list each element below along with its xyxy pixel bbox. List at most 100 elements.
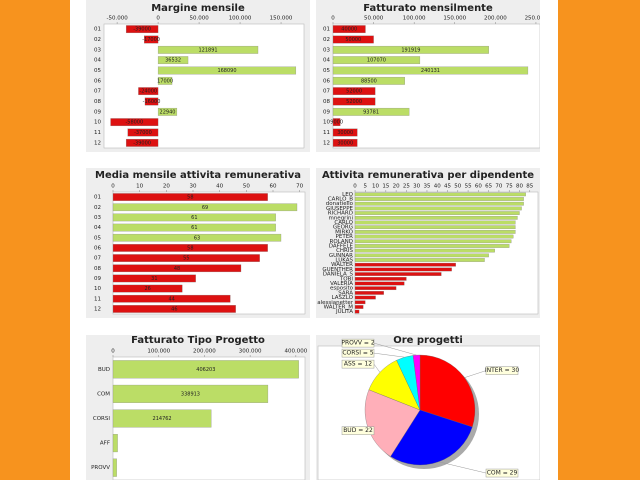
chart: Ore progetti PROVV = 2 CORSI = 5 ASS = 12 BU…	[316, 335, 540, 480]
x-tick-label: 250.000	[525, 16, 548, 22]
bar	[332, 35, 374, 44]
category-label: GUENTHER	[322, 267, 353, 273]
x-tick-label: 50	[243, 184, 250, 190]
category-label: 02	[94, 37, 101, 43]
bar	[125, 138, 159, 147]
category-label: 12	[94, 306, 101, 312]
leader-line	[373, 363, 381, 373]
category-label: 05	[323, 68, 330, 74]
bar	[112, 254, 260, 262]
category-label: 09	[323, 109, 330, 115]
category-label: TOBI	[339, 276, 353, 282]
value-label: -16000	[143, 99, 161, 105]
x-tick-label: 400.000	[284, 349, 307, 355]
category-label: LUKAS	[335, 258, 353, 264]
chart: Attivita remunerativa per dipendente 0 5 10…	[316, 168, 540, 318]
bar	[354, 276, 407, 281]
x-tick-label: 200.000	[484, 16, 507, 22]
value-label: 36532	[165, 58, 181, 64]
category-label: ROLAND	[330, 239, 353, 245]
category-label: 07	[323, 89, 330, 95]
value-label: 63	[194, 235, 200, 241]
slice-label: ASS = 12	[344, 361, 372, 368]
label-box	[485, 366, 519, 375]
value-label: -58000	[125, 120, 143, 126]
category-label: alessianetter	[317, 300, 353, 306]
value-label: 9000	[330, 120, 343, 126]
category-label: 05	[94, 235, 101, 241]
category-label: 05	[94, 68, 101, 74]
x-tick-label: 20	[393, 184, 400, 190]
category-label: 07	[94, 256, 101, 262]
category-label: CORSI	[93, 416, 110, 422]
category-label: 06	[323, 78, 330, 84]
category-label: LASZLO	[332, 295, 354, 301]
category-label: PETER	[336, 234, 354, 240]
value-label: 52000	[346, 99, 362, 105]
category-label: CHRIS	[336, 248, 353, 254]
bar	[332, 118, 341, 127]
value-label: 40000	[341, 27, 357, 33]
bar	[354, 197, 524, 201]
x-tick-label: 10	[136, 184, 143, 190]
bar	[112, 244, 268, 252]
bar	[332, 87, 376, 96]
category-label: DANIELA_S	[323, 272, 354, 278]
bar	[354, 309, 360, 314]
x-tick-label: 0	[156, 16, 160, 22]
bar	[354, 253, 489, 258]
bar	[157, 107, 178, 116]
bar	[354, 244, 510, 248]
bar	[112, 434, 118, 453]
bar	[332, 97, 376, 106]
category-label: PROVV	[91, 465, 110, 471]
category-label: 03	[94, 215, 101, 221]
category-label: WALTER	[331, 262, 353, 268]
value-label: 46	[171, 306, 177, 312]
bar	[112, 294, 231, 303]
bar	[354, 267, 452, 272]
x-tick-label: 40	[216, 184, 223, 190]
value-label: 26	[144, 286, 150, 292]
category-label: 07	[94, 89, 101, 95]
bar	[112, 213, 276, 222]
bar	[332, 76, 405, 85]
plot-area	[354, 191, 539, 315]
x-tick-label: 20	[163, 184, 170, 190]
leader-line	[373, 352, 405, 358]
value-label: 50000	[345, 37, 361, 43]
category-label: SARA	[338, 290, 353, 296]
value-label: 93781	[363, 109, 379, 115]
x-tick-label: 55	[465, 184, 472, 190]
value-label: -24000	[139, 89, 157, 95]
slice-label: CORSI = 5	[342, 350, 374, 357]
plot-area	[112, 191, 306, 315]
leader-line	[464, 370, 487, 378]
x-tick-label: 300.000	[239, 349, 262, 355]
value-label: 17000	[157, 78, 173, 84]
category-label: 06	[94, 78, 101, 84]
bar	[354, 206, 522, 211]
category-label: 02	[323, 37, 330, 43]
bar	[332, 128, 358, 137]
value-label: 30000	[337, 130, 353, 136]
bar	[332, 25, 366, 34]
bar	[332, 138, 358, 147]
category-label: 01	[94, 195, 101, 201]
category-label: LEO	[342, 192, 354, 198]
x-tick-label: 80	[516, 184, 523, 190]
category-label: 01	[323, 27, 330, 33]
category-label: 08	[94, 99, 101, 105]
chart-title: Margine mensile	[151, 3, 245, 14]
bar	[144, 35, 159, 44]
bar	[354, 286, 397, 291]
bar	[332, 107, 410, 116]
category-label: CARLO_B	[328, 197, 353, 203]
bar	[144, 97, 159, 106]
plot-area	[332, 23, 540, 149]
chart-title: Attivita remunerativa per dipendente	[322, 170, 534, 181]
x-tick-label: 30	[413, 184, 420, 190]
